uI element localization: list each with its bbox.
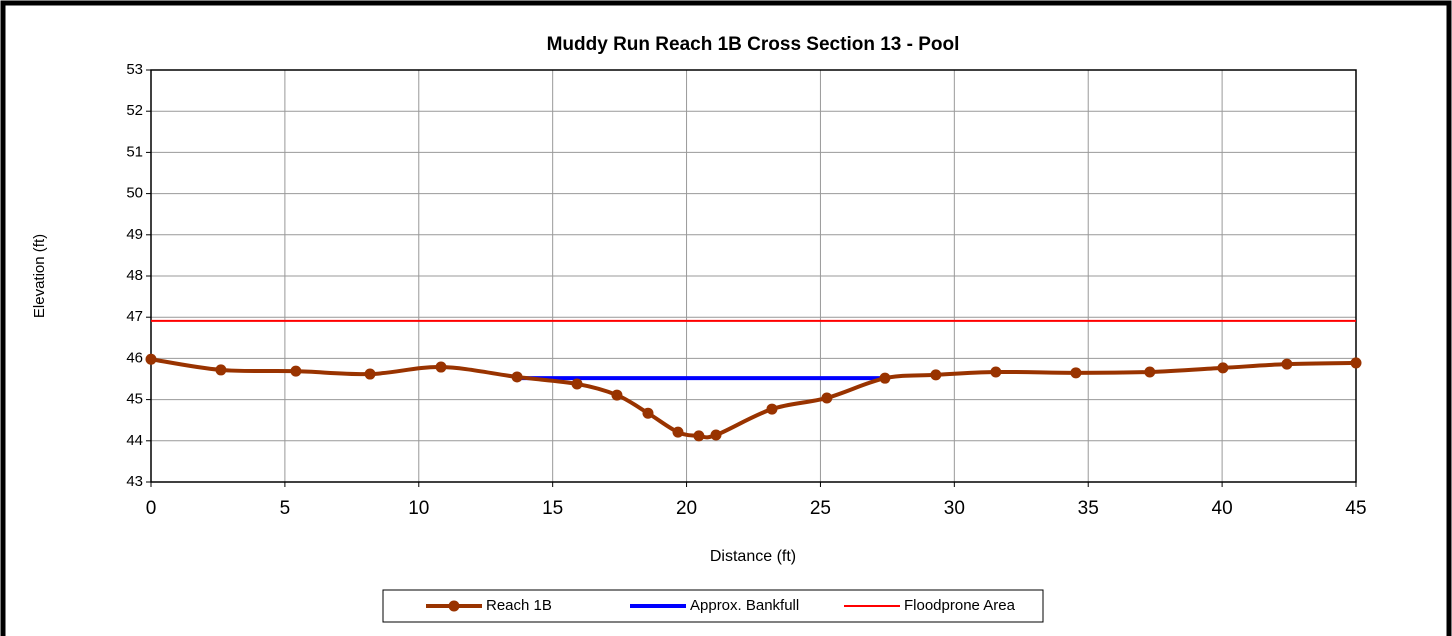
y-tick-label: 51 [126,143,143,160]
data-point [611,389,623,401]
y-tick-label: 44 [126,432,143,449]
legend-marker [448,600,460,612]
x-tick-label: 0 [146,498,157,519]
x-tick-label: 45 [1345,498,1366,519]
data-point [930,369,942,381]
data-point [879,372,891,384]
data-point [766,403,778,415]
data-point [145,353,157,365]
x-axis-label: Distance (ft) [710,548,796,565]
y-axis-label: Elevation (ft) [31,234,48,318]
data-point [821,392,833,404]
y-tick-label: 45 [126,391,143,408]
x-tick-label: 25 [810,498,831,519]
data-point [435,361,447,373]
data-point [571,378,583,390]
x-tick-label: 35 [1078,498,1099,519]
legend-label: Reach 1B [486,597,552,614]
y-tick-label: 47 [126,308,143,325]
data-point [364,368,376,380]
data-point [642,407,654,419]
data-point [1350,357,1362,369]
y-tick-label: 46 [126,349,143,366]
y-tick-label: 53 [126,61,143,78]
data-point [1144,366,1156,378]
y-tick-label: 52 [126,102,143,119]
plot-border [150,69,1357,483]
data-point [990,366,1002,378]
data-point [1070,367,1082,379]
legend-label: Approx. Bankfull [690,597,799,614]
data-point [1281,358,1293,370]
y-tick-label: 43 [126,473,143,490]
chart-title: Muddy Run Reach 1B Cross Section 13 - Po… [547,34,960,55]
data-point [710,429,722,441]
series-line [150,357,1357,440]
data-point [215,364,227,376]
data-point [693,430,705,442]
x-tick-label: 30 [944,498,965,519]
x-tick-label: 5 [280,498,291,519]
x-tick-label: 40 [1212,498,1233,519]
data-point [672,426,684,438]
legend-box [382,589,1044,623]
y-tick-label: 50 [126,185,143,202]
y-tick-label: 49 [126,226,143,243]
x-tick-label: 10 [408,498,429,519]
legend-label: Floodprone Area [904,597,1016,614]
x-tick-label: 20 [676,498,697,519]
data-point [1217,362,1229,374]
data-point [290,365,302,377]
y-tick-label: 48 [126,267,143,284]
data-point [511,371,523,383]
x-tick-label: 15 [542,498,563,519]
